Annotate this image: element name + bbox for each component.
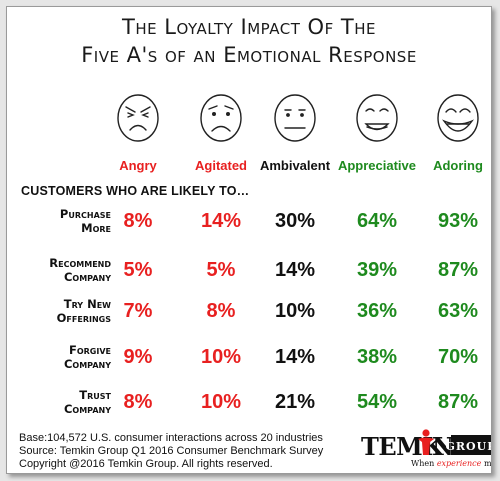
value-cell: 39% xyxy=(356,259,398,281)
title-line-1: The Loyalty Impact Of The xyxy=(122,15,376,39)
logo-name-right: N xyxy=(432,432,454,461)
row-label: Try New Offerings xyxy=(15,297,111,325)
value-cell: 36% xyxy=(356,300,398,322)
appreciative-face-icon xyxy=(353,91,401,143)
row-label-line-1: Purchase xyxy=(59,207,111,221)
row-label-line-1: Recommend xyxy=(49,256,111,270)
row-label: Trust Company xyxy=(15,388,111,416)
subheading: CUSTOMERS WHO ARE LIKELY TO… xyxy=(21,184,250,198)
value-cell: 14% xyxy=(274,259,316,281)
row-label: Purchase More xyxy=(15,207,111,235)
emotion-label-agitated: Agitated xyxy=(195,158,247,173)
value-cell: 14% xyxy=(200,210,242,232)
emotion-label-adoring: Adoring xyxy=(433,158,483,173)
footer-base: Base:104,572 U.S. consumer interactions … xyxy=(19,432,323,444)
title-line-2: Five A's of an Emotional Response xyxy=(81,43,417,67)
row-label-line-1: Try New xyxy=(63,297,111,311)
value-cell: 5% xyxy=(123,259,153,281)
row-label-line-2: Offerings xyxy=(56,311,111,325)
value-cell: 38% xyxy=(356,346,398,368)
value-cell: 21% xyxy=(274,391,316,413)
value-cell: 9% xyxy=(123,346,153,368)
logo-group: GROUP xyxy=(446,440,491,453)
temkin-group-logo: TEMK N GROUP When experience matters xyxy=(361,427,500,471)
row-label: Recommend Company xyxy=(15,256,111,284)
ambivalent-face-icon xyxy=(271,91,319,143)
value-cell: 10% xyxy=(200,346,242,368)
value-cell: 70% xyxy=(437,346,479,368)
emotion-label-appreciative: Appreciative xyxy=(337,158,417,173)
footer-copyright: Copyright @2016 Temkin Group. All rights… xyxy=(19,458,273,470)
value-cell: 5% xyxy=(206,259,236,281)
emotion-label-ambivalent: Ambivalent xyxy=(259,158,331,173)
infographic-card: The Loyalty Impact Of The Five A's of an… xyxy=(6,6,500,474)
adoring-face-icon xyxy=(434,91,482,143)
row-label-line-2: Company xyxy=(63,357,111,371)
value-cell: 7% xyxy=(123,300,153,322)
value-cell: 8% xyxy=(123,391,153,413)
row-label: Forgive Company xyxy=(15,343,111,371)
value-cell: 8% xyxy=(123,210,153,232)
row-label-line-2: Company xyxy=(63,270,111,284)
logo-tagline: When experience matters xyxy=(411,459,491,468)
value-cell: 10% xyxy=(274,300,316,322)
value-cell: 30% xyxy=(274,210,316,232)
logo-name-left: TEMK xyxy=(361,432,444,461)
value-cell: 10% xyxy=(200,391,242,413)
emotion-label-angry: Angry xyxy=(119,158,157,173)
logo-person-icon xyxy=(418,429,434,455)
value-cell: 54% xyxy=(356,391,398,413)
row-label-line-1: Forgive xyxy=(68,343,111,357)
row-label-line-2: More xyxy=(81,221,111,235)
row-label-line-1: Trust xyxy=(79,388,111,402)
value-cell: 8% xyxy=(206,300,236,322)
row-label-line-2: Company xyxy=(63,402,111,416)
value-cell: 14% xyxy=(274,346,316,368)
value-cell: 87% xyxy=(437,259,479,281)
agitated-face-icon xyxy=(197,91,245,143)
angry-face-icon xyxy=(114,91,162,143)
value-cell: 87% xyxy=(437,391,479,413)
value-cell: 64% xyxy=(356,210,398,232)
value-cell: 63% xyxy=(437,300,479,322)
value-cell: 93% xyxy=(437,210,479,232)
footer-source: Source: Temkin Group Q1 2016 Consumer Be… xyxy=(19,445,324,457)
